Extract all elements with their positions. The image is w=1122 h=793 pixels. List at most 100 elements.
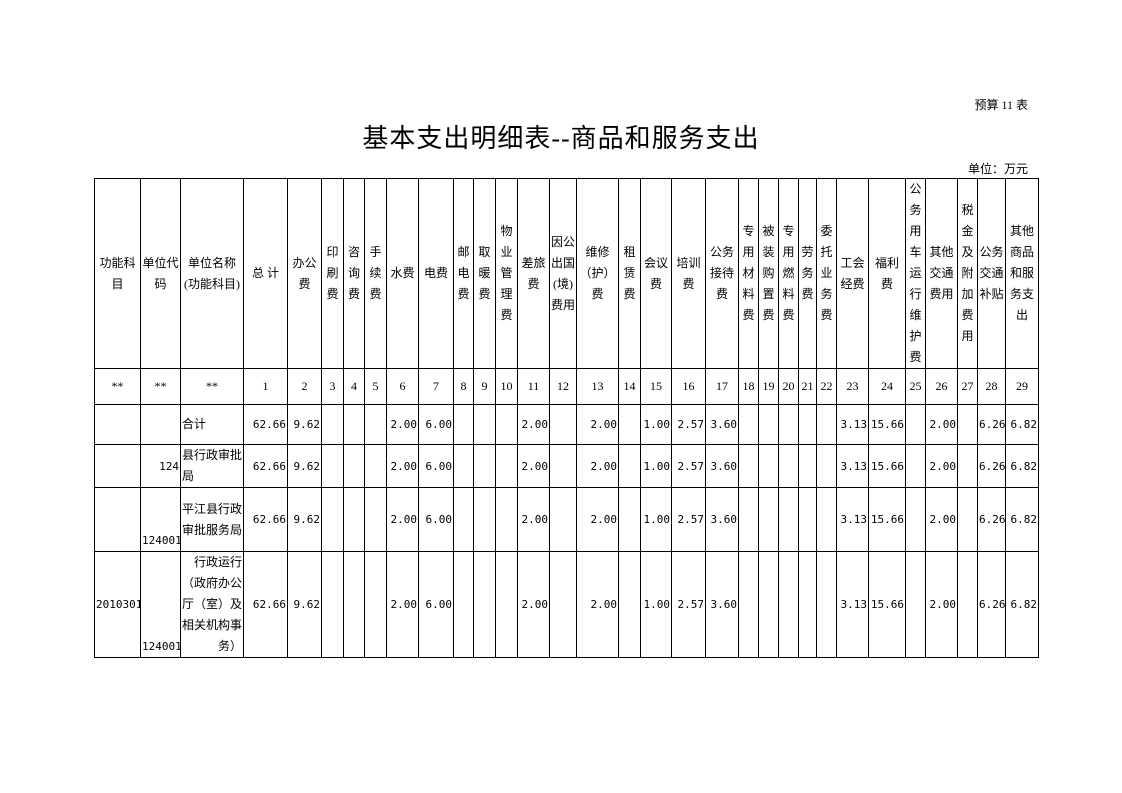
cell-value (473, 444, 496, 488)
row-label (94, 444, 141, 488)
column-header: 委托业务费 (816, 178, 837, 369)
cell-value: 6.26 (977, 551, 1006, 658)
cell-value: 6.00 (418, 404, 454, 445)
cell-value: 2.57 (671, 444, 706, 488)
cell-value (343, 551, 365, 658)
cell-value (738, 404, 759, 445)
cell-value (798, 444, 817, 488)
cell-value (549, 444, 577, 488)
column-index: 9 (473, 368, 496, 405)
cell-value: 6.00 (418, 551, 454, 658)
cell-value (618, 551, 641, 658)
cell-value: 6.26 (977, 404, 1006, 445)
column-index: 10 (495, 368, 518, 405)
cell-value: 2.00 (386, 487, 419, 552)
cell-value (905, 551, 926, 658)
column-header: 总 计 (243, 178, 288, 369)
cell-value (321, 487, 344, 552)
cell-value: 15.66 (868, 404, 906, 445)
cell-value (798, 404, 817, 445)
column-header: 其他交通费用 (925, 178, 958, 369)
cell-value: 3.13 (836, 487, 869, 552)
row-label: 2010301 (94, 551, 141, 658)
column-index: 12 (549, 368, 577, 405)
cell-value: 2.00 (576, 551, 619, 658)
cell-value (495, 487, 518, 552)
column-header: 税金及附加费用 (957, 178, 978, 369)
column-index: 27 (957, 368, 978, 405)
cell-value: 2.00 (386, 551, 419, 658)
cell-value (364, 487, 387, 552)
column-index: 28 (977, 368, 1006, 405)
column-header: 邮电费 (453, 178, 474, 369)
cell-value (957, 487, 978, 552)
cell-value (473, 404, 496, 445)
cell-value (618, 444, 641, 488)
cell-value: 3.13 (836, 551, 869, 658)
column-index: 18 (738, 368, 759, 405)
table-row: 124 县行政审批局 62.66 9.62 2.00 6.00 2.00 2.00 1.00 2.… (94, 444, 1039, 488)
column-index: 24 (868, 368, 906, 405)
cell-value (321, 444, 344, 488)
table-row: 功能科目 单位代码 单位名称(功能科目) 总 计办公费 印刷费 咨询费 手续费 水费 电费 邮电费… (94, 178, 1039, 369)
column-header: 手续费 (364, 178, 387, 369)
cell-value: 3.13 (836, 444, 869, 488)
table-row: 合计 62.66 9.62 2.00 6.00 2.00 2.00 1.00 2.57 3.60 3… (94, 404, 1039, 445)
column-index: 7 (418, 368, 454, 405)
table-row: 124001 平江县行政审批服务局 62.66 9.62 2.00 6.00 2.00 2.0… (94, 487, 1039, 552)
column-header: 会议费 (640, 178, 672, 369)
cell-value: 6.82 (1005, 404, 1039, 445)
cell-value (343, 444, 365, 488)
cell-value: 1.00 (640, 444, 672, 488)
row-label: 县行政审批局 (180, 444, 244, 488)
cell-value (495, 444, 518, 488)
cell-value (364, 551, 387, 658)
cell-value (473, 487, 496, 552)
column-index: 26 (925, 368, 958, 405)
row-label: 124 (140, 444, 181, 488)
column-header: 租赁费 (618, 178, 641, 369)
column-header: 功能科目 (94, 178, 141, 369)
column-header: 印刷费 (321, 178, 344, 369)
column-header: 公务接待费 (705, 178, 739, 369)
cell-value: 2.00 (386, 404, 419, 445)
column-index: 23 (836, 368, 869, 405)
cell-value: 2.00 (576, 487, 619, 552)
column-header: 公务用车运行维护费 (905, 178, 926, 369)
column-index: 1 (243, 368, 288, 405)
row-label: 124001 (140, 551, 181, 658)
column-header: 劳务费 (798, 178, 817, 369)
column-header: 工会经费 (836, 178, 869, 369)
cell-value: 62.66 (243, 487, 288, 552)
cell-value: 2.00 (576, 404, 619, 445)
cell-value (957, 551, 978, 658)
cell-value (495, 404, 518, 445)
cell-value: 2.00 (517, 404, 550, 445)
cell-value (738, 444, 759, 488)
cell-value (321, 404, 344, 445)
column-header: 差旅费 (517, 178, 550, 369)
row-label (94, 487, 141, 552)
cell-value (343, 487, 365, 552)
cell-value: 9.62 (287, 404, 322, 445)
row-label (140, 404, 181, 445)
cell-value: 1.00 (640, 551, 672, 658)
unit: 单位：万元 (967, 162, 1028, 176)
cell-value: 15.66 (868, 551, 906, 658)
cell-value (473, 551, 496, 658)
cell-value: 15.66 (868, 444, 906, 488)
cell-value: 6.82 (1005, 487, 1039, 552)
column-index: 11 (517, 368, 550, 405)
cell-value: 6.82 (1005, 444, 1039, 488)
table-row: ** ** ** 1 2 3 4 5 6 7 8 9 10 11 12 13 14 15 16 17 18 19 20 21 2… (94, 368, 1039, 405)
title: 基本支出明细表--商品和服务支出 (362, 124, 760, 153)
cell-value (957, 444, 978, 488)
cell-value: 2.57 (671, 404, 706, 445)
cell-value (758, 551, 779, 658)
column-index: 5 (364, 368, 387, 405)
cell-value (549, 551, 577, 658)
column-index: 25 (905, 368, 926, 405)
cell-value: 9.62 (287, 551, 322, 658)
cell-value: 3.60 (705, 404, 739, 445)
cell-value: 3.60 (705, 551, 739, 658)
